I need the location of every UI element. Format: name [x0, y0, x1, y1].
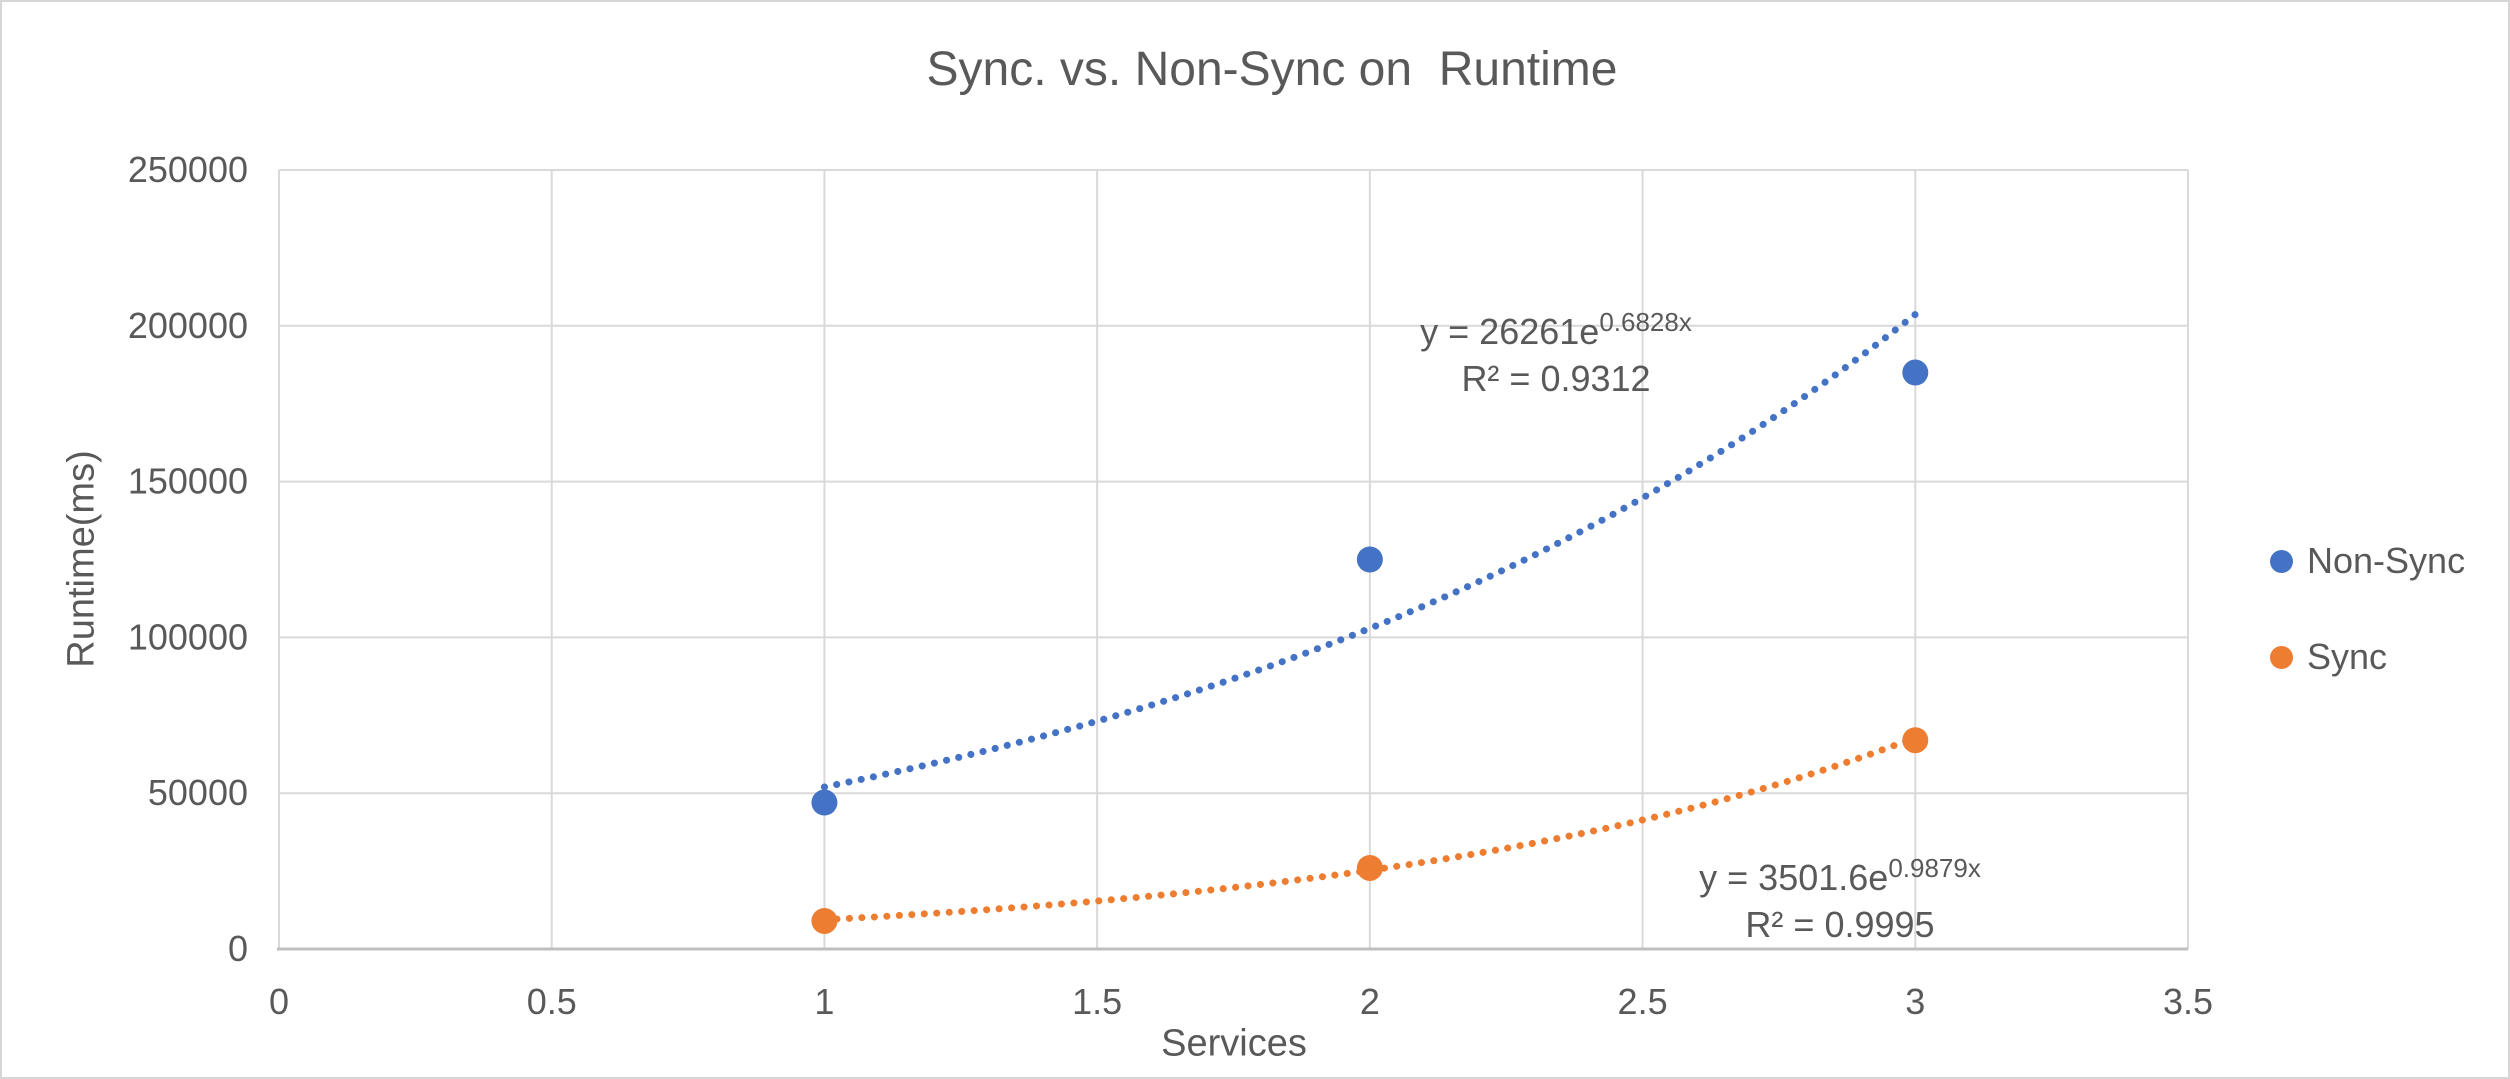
- x-tick-label: 3: [1905, 981, 1925, 1022]
- y-tick-label: 150000: [128, 461, 248, 502]
- x-tick-label: 0: [269, 981, 289, 1022]
- x-tick-label: 0.5: [527, 981, 577, 1022]
- x-tick-label: 2.5: [1618, 981, 1668, 1022]
- x-tick-label: 3.5: [2163, 981, 2213, 1022]
- trendline-equation-non-sync: y = 26261e0.6828x R² = 0.9312: [1420, 308, 1692, 402]
- y-tick-label: 200000: [128, 305, 248, 346]
- data-point: [1356, 546, 1383, 573]
- x-tick-label: 1.5: [1072, 981, 1122, 1022]
- data-point: [1902, 359, 1929, 386]
- data-point: [1356, 854, 1383, 881]
- y-tick-label: 250000: [128, 149, 248, 190]
- trendline-equation-sync: y = 3501.6e0.9879x R² = 0.9995: [1699, 854, 1981, 948]
- legend-marker-sync-icon: [2270, 645, 2293, 669]
- x-tick-label: 2: [1360, 981, 1380, 1022]
- r-squared-line: R² = 0.9995: [1745, 904, 1935, 945]
- y-tick-label: 0: [228, 928, 248, 969]
- r-squared-line: R² = 0.9312: [1461, 358, 1651, 399]
- data-point: [1902, 727, 1929, 754]
- data-point: [811, 789, 838, 816]
- trendline: [820, 310, 1919, 791]
- legend-item-sync: Sync: [2270, 636, 2465, 678]
- legend-label: Non-Sync: [2307, 540, 2466, 581]
- legend-label: Sync: [2307, 636, 2388, 677]
- x-tick-label: 1: [814, 981, 834, 1022]
- x-axis-title: Services: [1161, 1022, 1307, 1065]
- y-tick-label: 100000: [128, 616, 248, 657]
- data-point: [811, 907, 838, 934]
- equation-line: y = 3501.6e0.9879x: [1699, 853, 1981, 898]
- legend-item-non-sync: Non-Sync: [2270, 540, 2465, 582]
- y-tick-label: 50000: [148, 772, 248, 813]
- y-axis-title: Runtime(ms): [60, 450, 103, 668]
- chart-title: Sync. vs. Non-Sync on Runtime: [926, 43, 1618, 96]
- equation-line: y = 26261e0.6828x: [1420, 307, 1692, 352]
- legend: Non-Sync Sync: [2270, 540, 2465, 678]
- legend-marker-non-sync-icon: [2270, 549, 2293, 573]
